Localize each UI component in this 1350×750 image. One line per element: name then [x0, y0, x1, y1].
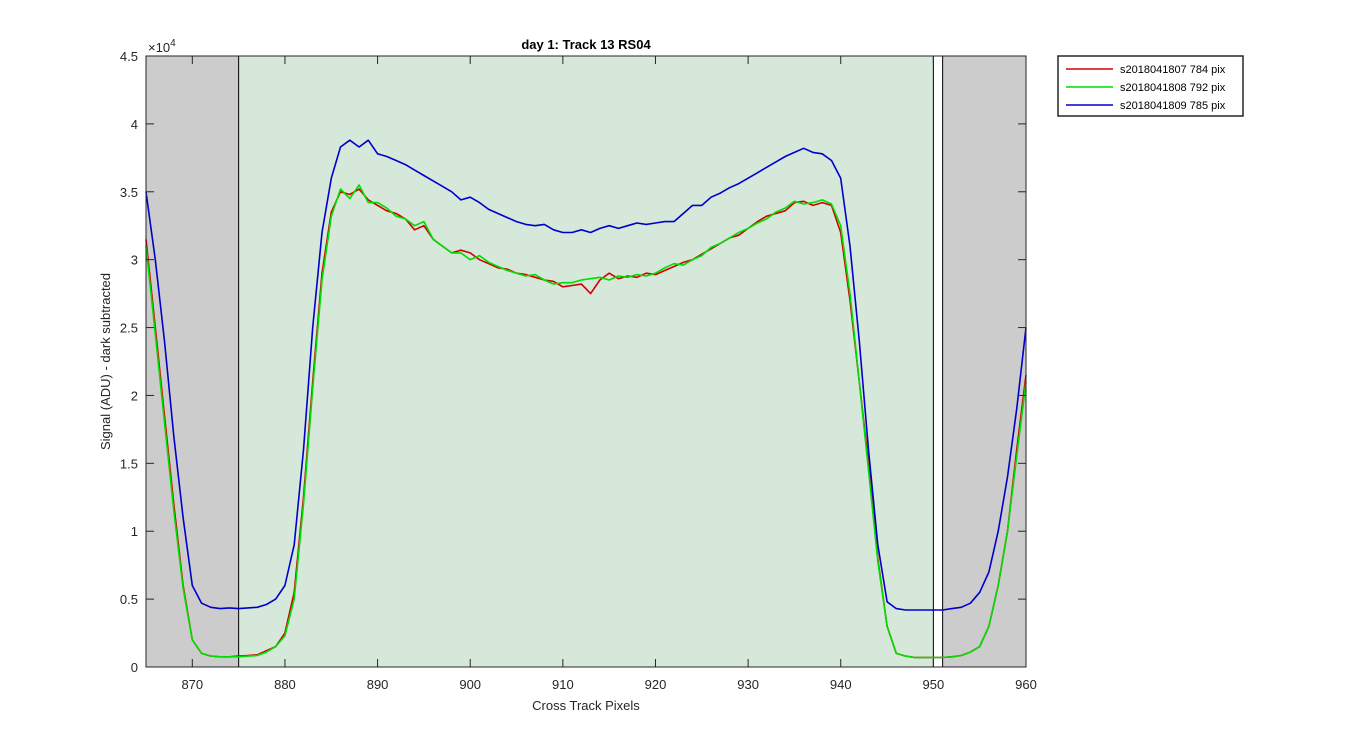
x-tick-label: 900: [459, 677, 481, 692]
legend-label: s2018041809 785 pix: [1120, 100, 1226, 112]
region-excluded: [146, 56, 239, 667]
chart-title: day 1: Track 13 RS04: [521, 37, 651, 52]
x-tick-label: 950: [923, 677, 945, 692]
y-tick-label: 4.5: [120, 49, 138, 64]
y-axis-ticks: 0 0.5 1 1.5 2 2.5 3 3.5 4 4.5: [120, 49, 1026, 675]
y-exponent-base: ×10: [148, 40, 170, 55]
legend-label: s2018041807 784 pix: [1120, 64, 1226, 76]
x-tick-label: 890: [367, 677, 389, 692]
x-tick-label: 880: [274, 677, 296, 692]
x-tick-label: 960: [1015, 677, 1037, 692]
x-axis-label: Cross Track Pixels: [532, 698, 640, 713]
y-tick-label: 2.5: [120, 321, 138, 336]
y-tick-label: 0: [131, 660, 138, 675]
x-tick-label: 930: [737, 677, 759, 692]
series-line-2: [145, 184, 1027, 659]
y-tick-label: 3: [131, 253, 138, 268]
x-tick-label: 940: [830, 677, 852, 692]
y-axis-exponent: ×104: [148, 38, 176, 55]
x-tick-label: 920: [645, 677, 667, 692]
y-tick-label: 4: [131, 117, 138, 132]
region-boundaries: [238, 56, 944, 667]
x-axis-ticks: 870 880 890 900 910 920 930 940 950 960: [181, 56, 1037, 692]
y-tick-label: 3.5: [120, 185, 138, 200]
region-gap: [933, 56, 943, 667]
plot-area-frame: [145, 55, 1027, 668]
region-included: [238, 56, 934, 667]
region-excluded: [942, 56, 1026, 667]
legend-box: [1057, 55, 1244, 117]
legend: s2018041807 784 pix s2018041808 792 pix s2…: [1057, 55, 1244, 117]
legend-label: s2018041808 792 pix: [1120, 82, 1226, 94]
x-tick-label: 910: [552, 677, 574, 692]
series-lines: [145, 139, 1027, 659]
y-axis-label: Signal (ADU) - dark subtracted: [98, 273, 113, 450]
y-tick-label: 0.5: [120, 592, 138, 607]
y-tick-label: 1.5: [120, 456, 138, 471]
shaded-regions: [146, 56, 1026, 667]
series-line-3: [145, 139, 1027, 611]
y-tick-label: 1: [131, 524, 138, 539]
y-tick-label: 2: [131, 388, 138, 403]
x-tick-label: 870: [181, 677, 203, 692]
y-exponent-power: 4: [170, 38, 176, 49]
